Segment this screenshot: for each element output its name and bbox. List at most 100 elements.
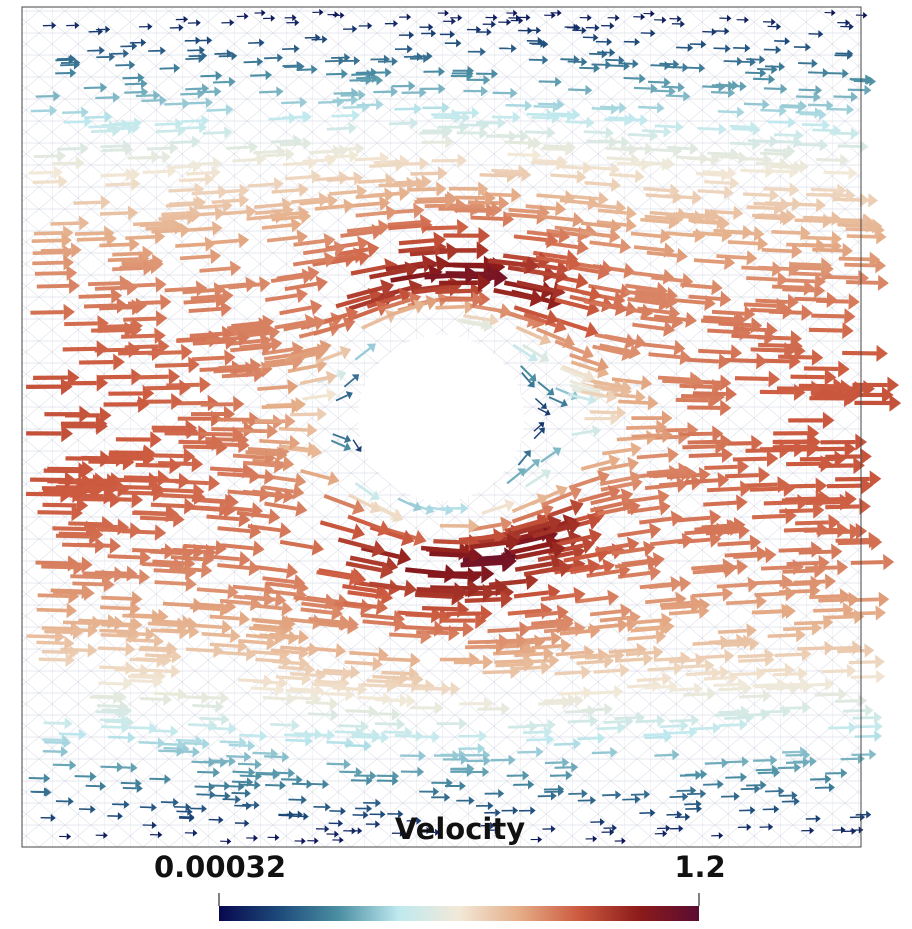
velocity-arrow [62,537,107,554]
velocity-arrow [309,144,343,158]
velocity-arrow [406,816,422,825]
velocity-arrow [120,778,142,789]
velocity-arrow [589,405,627,420]
velocity-arrow [334,241,380,258]
velocity-arrow [520,365,537,382]
velocity-arrow [107,812,123,821]
velocity-arrow [261,341,304,358]
velocity-arrow [852,711,883,724]
velocity-arrow [595,37,613,47]
velocity-arrow [247,177,284,192]
velocity-arrow [290,406,327,422]
velocity-arrow [250,682,285,697]
velocity-arrow [74,771,97,782]
velocity-arrow [617,564,662,581]
velocity-arrow [101,591,143,607]
velocity-arrow [196,790,216,800]
velocity-arrow [153,687,187,701]
velocity-arrow [192,700,225,713]
velocity-arrow [795,514,840,531]
velocity-arrow [477,702,511,716]
velocity-arrow [809,440,857,458]
velocity-arrow [808,322,854,339]
velocity-arrow [242,457,286,474]
velocity-arrow [149,774,171,785]
velocity-arrow [633,13,646,21]
velocity-arrow [724,545,769,562]
velocity-arrow [772,440,819,458]
velocity-arrow [584,411,620,426]
velocity-arrow [511,493,549,514]
velocity-arrow [631,427,673,444]
velocity-arrow [316,569,362,587]
velocity-arrow [736,16,749,24]
velocity-arrow [187,97,214,109]
velocity-arrow [809,588,851,605]
velocity-arrow [771,225,811,241]
colorbar [219,906,699,921]
velocity-arrow [99,236,140,253]
velocity-arrow [208,815,224,824]
velocity-arrow [302,153,337,167]
velocity-arrow [355,187,395,203]
velocity-arrow [439,291,484,308]
velocity-arrow [740,164,775,179]
velocity-arrow [611,540,656,558]
velocity-arrow [313,802,331,812]
velocity-arrow [531,517,581,539]
velocity-arrow [197,767,220,778]
velocity-arrow [66,21,80,30]
colorbar-min-label: 0.00032 [153,850,287,884]
velocity-arrow [326,171,364,186]
velocity-arrow [807,99,834,111]
velocity-arrow [850,553,895,571]
velocity-arrow [769,160,803,175]
velocity-arrow [798,85,823,96]
velocity-arrow [750,342,796,359]
velocity-arrow [499,44,517,53]
velocity-arrow [824,640,863,656]
velocity-arrow [196,36,213,45]
velocity-arrow [524,617,568,634]
velocity-arrow [504,513,551,534]
velocity-arrow [326,759,351,770]
velocity-arrow [378,291,422,312]
velocity-arrow [315,825,330,833]
velocity-arrow [160,488,206,506]
velocity-arrow [142,821,157,830]
velocity-arrow [347,588,394,606]
velocity-arrow [446,604,493,623]
velocity-arrow [665,90,691,102]
velocity-arrow [358,22,373,30]
velocity-arrow [281,96,308,108]
velocity-arrow [343,598,388,616]
velocity-arrow [443,226,491,245]
velocity-arrow [589,685,624,699]
velocity-arrow [597,205,637,221]
velocity-arrow [570,360,609,379]
velocity-arrow [521,371,535,388]
velocity-arrow [622,794,641,804]
velocity-arrow [246,834,258,842]
velocity-arrow [771,135,802,149]
velocity-arrow [217,523,262,540]
velocity-arrow [659,719,689,732]
velocity-arrow [579,228,621,244]
velocity-arrow [489,255,539,275]
velocity-arrow [208,232,250,249]
velocity-arrow [569,353,609,372]
velocity-arrow [821,663,857,678]
velocity-arrow [793,43,811,52]
velocity-arrow [521,343,550,363]
velocity-arrow [307,708,340,722]
velocity-arrow [55,796,74,806]
velocity-arrow [697,648,735,664]
velocity-arrow [606,152,640,167]
velocity-arrow [334,726,364,739]
velocity-arrow [275,671,312,686]
velocity-arrow [271,182,309,198]
velocity-arrow [166,197,204,212]
velocity-arrow [435,299,476,315]
velocity-arrow [168,182,205,197]
velocity-arrow [319,520,365,540]
